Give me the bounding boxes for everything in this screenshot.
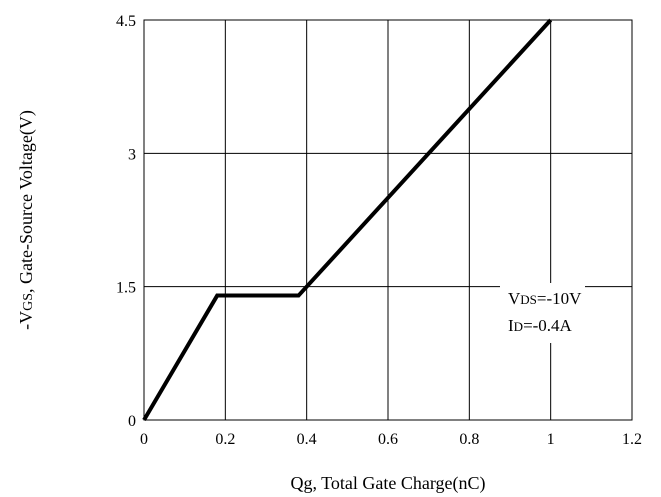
y-tick-labels: 0 1.5 3 4.5 (116, 13, 136, 430)
data-series (142, 18, 553, 422)
series-line (142, 18, 553, 422)
x-tick-label: 1.2 (622, 431, 642, 448)
x-tick-label: 0.6 (378, 431, 398, 448)
y-axis-label: -VGS, Gate-Source Voltage(V) (16, 110, 37, 330)
plot-frame (143, 19, 633, 421)
x-tick-label: 0.4 (297, 431, 317, 448)
x-tick-label: 1 (547, 431, 555, 448)
annotation-box (500, 283, 585, 343)
x-tick-label: 0 (140, 431, 148, 448)
x-tick-label: 0.8 (459, 431, 479, 448)
x-tick-label: 0.2 (215, 431, 235, 448)
annotation-id: ID=-0.4A (508, 316, 573, 335)
y-tick-label: 0 (128, 413, 136, 430)
y-tick-label: 4.5 (116, 13, 136, 30)
x-tick-labels: 0 0.2 0.4 0.6 0.8 1 1.2 (140, 431, 642, 448)
y-tick-label: 3 (128, 146, 136, 163)
x-axis-label: Qg, Total Gate Charge(nC) (290, 473, 485, 494)
annotation-vds: VDS=-10V (508, 289, 582, 308)
y-tick-label: 1.5 (116, 280, 136, 297)
